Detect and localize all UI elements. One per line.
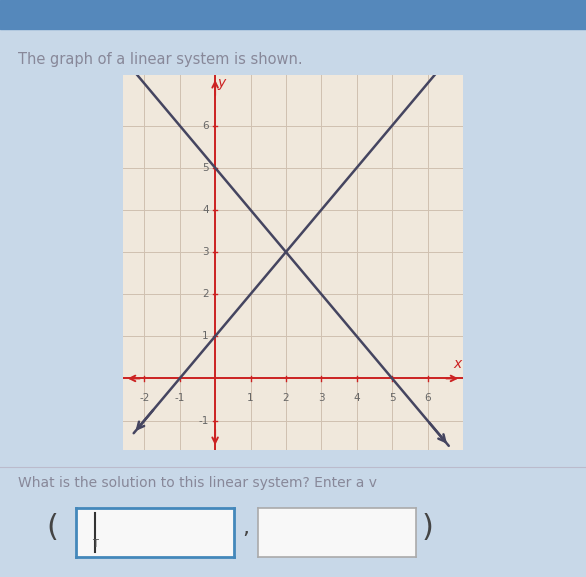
Bar [0, 0, 586, 29]
Text: 1: 1 [202, 331, 209, 341]
Text: 6: 6 [202, 121, 209, 130]
Text: -2: -2 [139, 393, 149, 403]
Text: 4: 4 [353, 393, 360, 403]
Text: The graph of a linear system is shown.: The graph of a linear system is shown. [18, 52, 302, 67]
Text: x: x [454, 357, 462, 370]
Text: 3: 3 [318, 393, 325, 403]
Text: 2: 2 [202, 289, 209, 299]
Text: -1: -1 [199, 415, 209, 426]
Text: T: T [92, 539, 98, 549]
Text: ,: , [243, 518, 250, 538]
Text: 2: 2 [282, 393, 289, 403]
Text: 5: 5 [389, 393, 396, 403]
Text: 1: 1 [247, 393, 254, 403]
Text: ): ) [422, 514, 434, 542]
Text: y: y [217, 76, 226, 89]
Text: What is the solution to this linear system? Enter a v: What is the solution to this linear syst… [18, 476, 377, 490]
Text: -1: -1 [175, 393, 185, 403]
Text: 5: 5 [202, 163, 209, 173]
Text: (: ( [47, 514, 59, 542]
Text: 6: 6 [424, 393, 431, 403]
Text: 3: 3 [202, 247, 209, 257]
Text: 4: 4 [202, 205, 209, 215]
